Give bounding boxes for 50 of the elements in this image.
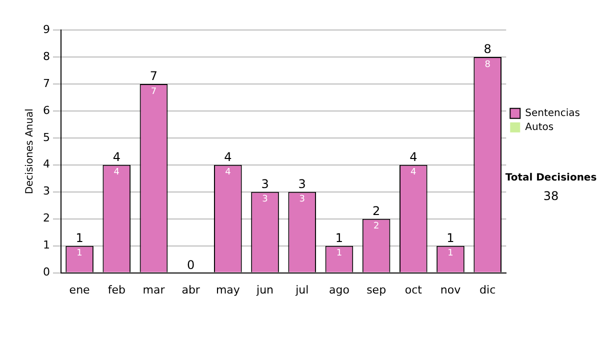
total-label: 4 — [410, 150, 418, 164]
data-label: 8 — [484, 60, 491, 70]
x-tick-label: mar — [142, 283, 166, 296]
y-tick-label: 3 — [43, 184, 50, 198]
y-axis-title: Decisiones Anual — [24, 108, 36, 194]
y-tick-label: 9 — [43, 22, 50, 36]
x-tick-label: sep — [366, 283, 386, 296]
x-tick-label: oct — [404, 283, 423, 296]
y-tick-label: 7 — [43, 76, 50, 90]
x-tick-label: feb — [108, 283, 126, 296]
data-label: 7 — [150, 86, 157, 97]
legend-label: Sentencias — [525, 108, 580, 119]
x-tick-label: jun — [256, 283, 274, 296]
total-label: 3 — [298, 176, 306, 191]
total-label: 8 — [484, 42, 492, 56]
data-label: 4 — [114, 168, 120, 178]
total-label: 0 — [187, 258, 195, 272]
total-label: 1 — [446, 230, 454, 245]
y-tick-label: 1 — [43, 238, 50, 252]
y-tick-label: 6 — [43, 104, 50, 117]
text: 38 — [543, 189, 559, 204]
data-label: 2 — [373, 222, 380, 232]
y-tick-label: 2 — [43, 212, 50, 225]
legend-label: Autos — [525, 122, 554, 133]
data-label: 1 — [336, 248, 342, 259]
x-tick-label: dic — [480, 283, 496, 296]
total-label: 1 — [335, 230, 344, 245]
x-tick-label: jul — [294, 283, 309, 296]
x-tick-label: may — [216, 283, 240, 296]
data-label: 3 — [262, 194, 268, 205]
data-label: 1 — [448, 248, 454, 259]
total-label: 3 — [261, 176, 269, 191]
y-tick-label: 4 — [43, 158, 50, 171]
total-label: 4 — [224, 150, 232, 164]
y-tick-label: 5 — [43, 130, 50, 144]
total-label: 4 — [112, 150, 120, 164]
data-label: 4 — [410, 168, 417, 178]
data-label: 1 — [76, 248, 82, 259]
annotation: Total Decisiones — [505, 172, 597, 184]
total-label: 2 — [372, 204, 380, 218]
data-label: 3 — [299, 194, 305, 205]
y-tick-label: 8 — [43, 50, 50, 63]
x-tick-label: ene — [69, 283, 90, 296]
data-label: 4 — [225, 168, 232, 178]
x-tick-label: nov — [440, 283, 462, 296]
x-tick-label: abr — [182, 283, 200, 296]
x-tick-label: ago — [328, 283, 350, 296]
total-label: 7 — [150, 69, 158, 84]
y-tick-label: 0 — [43, 266, 50, 279]
total-label: 1 — [76, 230, 84, 245]
